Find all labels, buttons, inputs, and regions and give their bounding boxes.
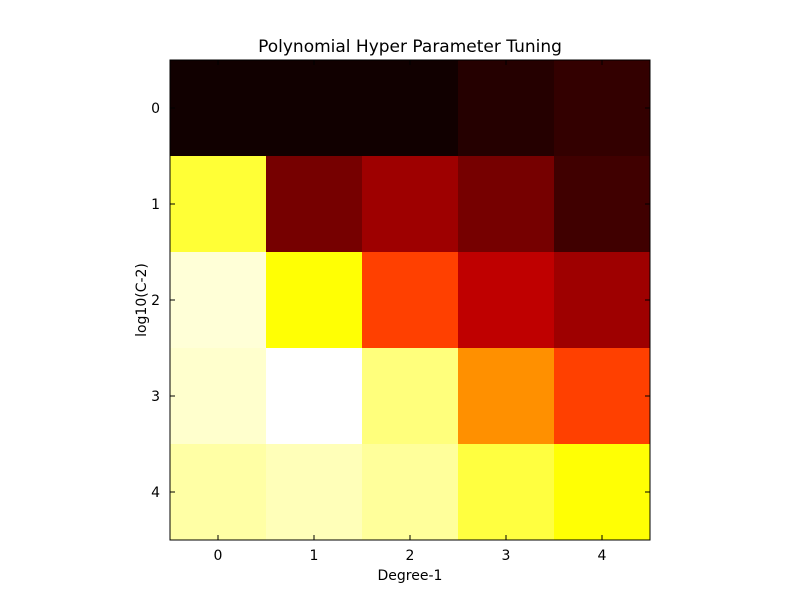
- heatmap-cell-r2-c2: [362, 252, 459, 349]
- heatmap-cell-r1-c0: [170, 156, 267, 253]
- x-axis-label: Degree-1: [378, 568, 443, 584]
- heatmap-cell-r2-c4: [554, 252, 651, 349]
- heatmap-cell-r0-c0: [170, 60, 267, 157]
- heatmap-cell-r2-c0: [170, 252, 267, 349]
- y-axis-label: log10(C-2): [134, 263, 150, 337]
- y-tick-label: 1: [151, 197, 160, 213]
- heatmap-cell-r2-c3: [458, 252, 555, 349]
- heatmap-cell-r4-c3: [458, 444, 555, 541]
- heatmap-cell-r3-c3: [458, 348, 555, 445]
- heatmap-cell-r0-c4: [554, 60, 651, 157]
- heatmap-cell-r1-c1: [266, 156, 363, 253]
- axis-ticks: [170, 60, 650, 540]
- heatmap-cell-r2-c1: [266, 252, 363, 349]
- chart-title: Polynomial Hyper Parameter Tuning: [258, 37, 562, 57]
- y-tick-label: 0: [151, 101, 160, 117]
- x-tick-label: 0: [214, 548, 223, 564]
- heatmap-cell-r4-c2: [362, 444, 459, 541]
- y-tick-labels: 0 1 2 3 4: [151, 101, 160, 501]
- y-tick-label: 4: [151, 485, 160, 501]
- x-tick-label: 2: [406, 548, 415, 564]
- x-tick-label: 1: [310, 548, 319, 564]
- heatmap-cell-r4-c1: [266, 444, 363, 541]
- heatmap-cell-r0-c2: [362, 60, 459, 157]
- x-tick-label: 3: [502, 548, 511, 564]
- heatmap-cell-r3-c4: [554, 348, 651, 445]
- y-tick-label: 3: [151, 389, 160, 405]
- heatmap-cell-r3-c0: [170, 348, 267, 445]
- heatmap-cell-r1-c3: [458, 156, 555, 253]
- heatmap-cell-r1-c4: [554, 156, 651, 253]
- x-tick-labels: 0 1 2 3 4: [214, 548, 607, 564]
- heatmap-cell-r4-c4: [554, 444, 651, 541]
- heatmap-cells: [170, 60, 651, 541]
- y-tick-label: 2: [151, 293, 160, 309]
- heatmap-cell-r1-c2: [362, 156, 459, 253]
- heatmap-cell-r0-c3: [458, 60, 555, 157]
- heatmap-cell-r4-c0: [170, 444, 267, 541]
- x-tick-label: 4: [598, 548, 607, 564]
- heatmap-cell-r0-c1: [266, 60, 363, 157]
- heatmap-cell-r3-c2: [362, 348, 459, 445]
- heatmap-cell-r3-c1: [266, 348, 363, 445]
